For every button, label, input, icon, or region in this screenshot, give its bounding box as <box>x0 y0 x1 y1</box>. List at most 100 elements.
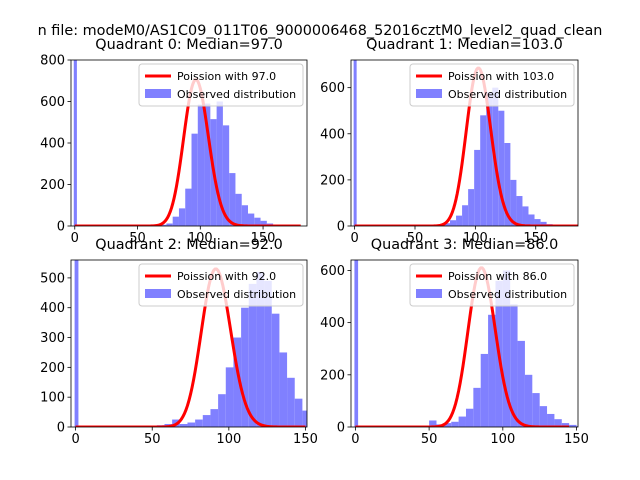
hist-bar <box>502 270 511 427</box>
legend-box <box>409 263 575 307</box>
hist-bar <box>465 408 474 427</box>
legend-box <box>138 63 304 107</box>
chart-panel-3: 0 50 100 150 0 200 400 600 Quadrant 3: Median=86… <box>320 237 589 447</box>
plot-area <box>73 60 301 226</box>
hist-bar <box>256 271 265 427</box>
legend-label-poisson: Poission with 92.0 <box>177 270 276 283</box>
hist-bar <box>429 420 437 427</box>
hist-bar <box>191 133 198 226</box>
hist-bar <box>528 214 535 226</box>
hist-bar <box>534 219 541 226</box>
x-tick-label: 100 <box>216 432 241 447</box>
legend-hist-swatch <box>145 289 171 298</box>
hist-bar <box>287 377 295 427</box>
hist-bar <box>473 387 481 427</box>
hist-bar <box>540 221 547 226</box>
poisson-curve <box>75 267 306 427</box>
hist-bar <box>474 149 481 226</box>
x-tick-label: 0 <box>71 432 79 447</box>
hist-bar <box>233 337 242 427</box>
hist-bar <box>450 220 457 226</box>
figure-suptitle: n file: modeM0/AS1C09_011T06_9000006468_… <box>38 23 603 39</box>
hist-bar <box>241 307 249 427</box>
hist-bar <box>225 367 234 427</box>
y-tick-label: 500 <box>40 271 65 286</box>
x-tick-label: 150 <box>251 231 276 246</box>
hist-bar <box>178 208 186 226</box>
hist-bar <box>248 213 255 226</box>
hist-bar <box>498 110 505 226</box>
hist-bar-zero-spike <box>73 60 77 226</box>
hist-bar <box>510 304 518 427</box>
axes-frame <box>350 59 579 227</box>
hist-bar <box>254 217 261 226</box>
x-tick-label: 0 <box>71 231 79 246</box>
x-tick-label: 50 <box>144 432 161 447</box>
axes-frame <box>70 259 308 428</box>
hist-bar <box>264 280 272 427</box>
y-tick-label: 200 <box>320 173 345 188</box>
x-tick-label: 150 <box>293 432 318 447</box>
y-tick-label: 200 <box>40 361 65 376</box>
y-tick-label: 400 <box>40 137 65 152</box>
hist-bar <box>279 352 288 427</box>
hist-bar-zero-spike <box>354 260 359 427</box>
legend-label-observed: Observed distribution <box>177 88 296 101</box>
chart-panel-2: 0 50 100 150 0 100 200 300 400 500 Quadrant 2: Med… <box>40 237 318 447</box>
y-tick-label: 600 <box>320 81 345 96</box>
legend: Poission with 92.0 Observed distribution <box>138 263 304 307</box>
y-tick-label: 0 <box>57 220 65 235</box>
x-tick-label: 100 <box>463 231 488 246</box>
legend: Poission with 97.0 Observed distribution <box>138 63 304 107</box>
plot-area <box>353 60 578 226</box>
poisson-curve <box>74 78 301 226</box>
y-tick-label: 200 <box>320 368 345 383</box>
hist-bar <box>302 410 307 427</box>
hist-bar <box>462 205 469 226</box>
legend-label-poisson: Poission with 97.0 <box>177 70 276 83</box>
chart-panel-1: 0 50 100 150 0 200 400 600 Quadrant 1: Median=10… <box>320 37 579 246</box>
hist-bar <box>547 413 555 427</box>
hist-bar <box>216 101 223 226</box>
hist-bar <box>569 424 577 427</box>
hist-bar-zero-spike <box>74 260 79 427</box>
hist-bar <box>229 173 236 226</box>
x-tick-label: 150 <box>564 432 589 447</box>
hist-bar <box>532 393 540 427</box>
x-tick-label: 0 <box>350 231 358 246</box>
poisson-curve <box>354 66 578 226</box>
legend-label-observed: Observed distribution <box>448 88 567 101</box>
hist-bar <box>271 313 280 427</box>
chart-title: Quadrant 3: Median=86.0 <box>371 237 559 253</box>
y-tick-label: 600 <box>320 264 345 279</box>
y-tick-label: 800 <box>40 54 65 69</box>
hist-bar <box>222 125 230 226</box>
legend-box <box>409 63 575 107</box>
hist-bar <box>504 143 511 226</box>
hist-bar <box>480 115 487 226</box>
hist-bar <box>241 205 248 226</box>
legend: Poission with 103.0 Observed distribution <box>409 63 575 107</box>
x-tick-label: 50 <box>129 231 146 246</box>
x-tick-label: 0 <box>351 432 359 447</box>
x-tick-label: 150 <box>523 231 548 246</box>
chart-title: Quadrant 2: Median=92.0 <box>95 237 283 253</box>
hist-bar <box>554 419 562 427</box>
hist-bar <box>524 374 533 427</box>
x-tick-label: 50 <box>407 231 424 246</box>
hist-bar <box>294 398 303 427</box>
legend-label-observed: Observed distribution <box>448 288 567 301</box>
hist-bar <box>480 353 489 427</box>
hist-bar <box>510 179 517 226</box>
y-tick-label: 600 <box>40 95 65 110</box>
legend-hist-swatch <box>416 289 442 298</box>
hist-bar <box>179 424 188 427</box>
y-tick-label: 400 <box>320 127 345 142</box>
hist-bar <box>539 406 548 427</box>
x-tick-label: 100 <box>490 432 515 447</box>
hist-bar <box>488 314 496 427</box>
x-tick-label: 100 <box>188 231 213 246</box>
hist-bar <box>204 103 211 226</box>
x-tick-label: 50 <box>421 432 438 447</box>
hist-bar <box>456 215 463 226</box>
